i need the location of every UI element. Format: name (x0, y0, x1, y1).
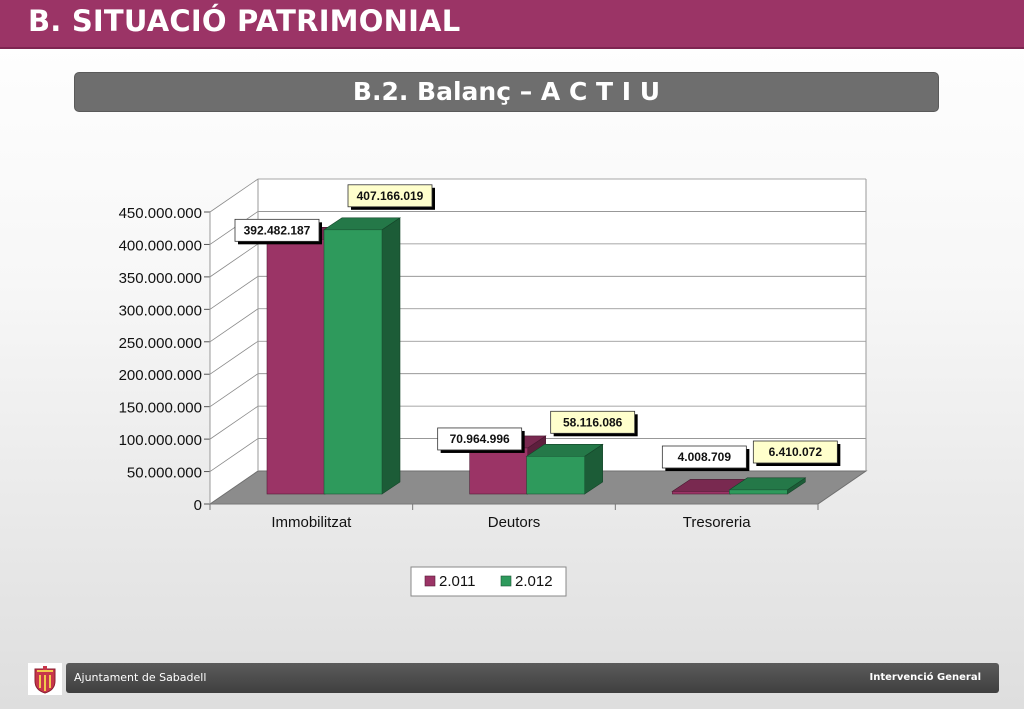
y-tick-label: 300.000.000 (119, 302, 202, 319)
footer-bar: Ajuntament de Sabadell Intervenció Gener… (66, 663, 999, 693)
data-label-box (661, 445, 747, 469)
data-label-box (347, 184, 433, 208)
data-label: 392.482.187 (244, 223, 311, 237)
y-tick-label: 100.000.000 (119, 432, 202, 449)
x-tick-label: Deutors (488, 514, 541, 531)
legend-swatch (500, 575, 512, 587)
department-name: Intervenció General (869, 672, 981, 683)
bar-2012-tresoreria (728, 477, 807, 495)
data-label: 6.410.072 (769, 445, 823, 459)
data-label-box (437, 427, 523, 451)
page-title: B. SITUACIÓ PATRIMONIAL (28, 4, 461, 38)
bar-front (323, 229, 383, 495)
y-tick-label: 350.000.000 (119, 270, 202, 287)
x-tick-label: Immobilitzat (271, 514, 352, 531)
bar-front (526, 455, 585, 495)
data-label: 4.008.709 (678, 450, 732, 464)
y-tick-label: 450.000.000 (119, 205, 202, 222)
y-tick-label: 250.000.000 (119, 335, 202, 352)
coat-of-arms-icon (28, 663, 62, 695)
y-tick-label: 0 (194, 497, 202, 514)
data-label: 58.116.086 (563, 415, 623, 429)
data-label: 70.964.996 (450, 432, 510, 446)
data-label-box (752, 440, 838, 464)
bar-front (672, 491, 731, 495)
data-label: 407.166.019 (357, 189, 424, 203)
header-bar: B. SITUACIÓ PATRIMONIAL (0, 0, 1024, 49)
bar-front (266, 239, 326, 495)
bar-2012-deutors (525, 443, 604, 495)
bar-side (381, 217, 401, 495)
y-tick-label: 400.000.000 (119, 237, 202, 254)
x-tick-label: Tresoreria (683, 514, 751, 531)
bar-2012-immobilitzat (323, 217, 401, 495)
subtitle-bar: B.2. Balanç – A C T I U (74, 72, 939, 112)
legend-label: 2.011 (439, 573, 475, 590)
legend-box (410, 566, 567, 597)
y-tick-label: 50.000.000 (127, 465, 202, 482)
y-tick-label: 200.000.000 (119, 367, 202, 384)
bar-front (469, 447, 528, 495)
legend-swatch (424, 575, 436, 587)
legend-label: 2.012 (515, 573, 553, 590)
data-label-box (234, 218, 320, 242)
organization-name: Ajuntament de Sabadell (74, 671, 207, 684)
y-tick-label: 150.000.000 (119, 400, 202, 417)
chart-title: B.2. Balanç – A C T I U (352, 77, 661, 106)
data-label-box (550, 410, 636, 434)
bar-front (729, 489, 788, 495)
